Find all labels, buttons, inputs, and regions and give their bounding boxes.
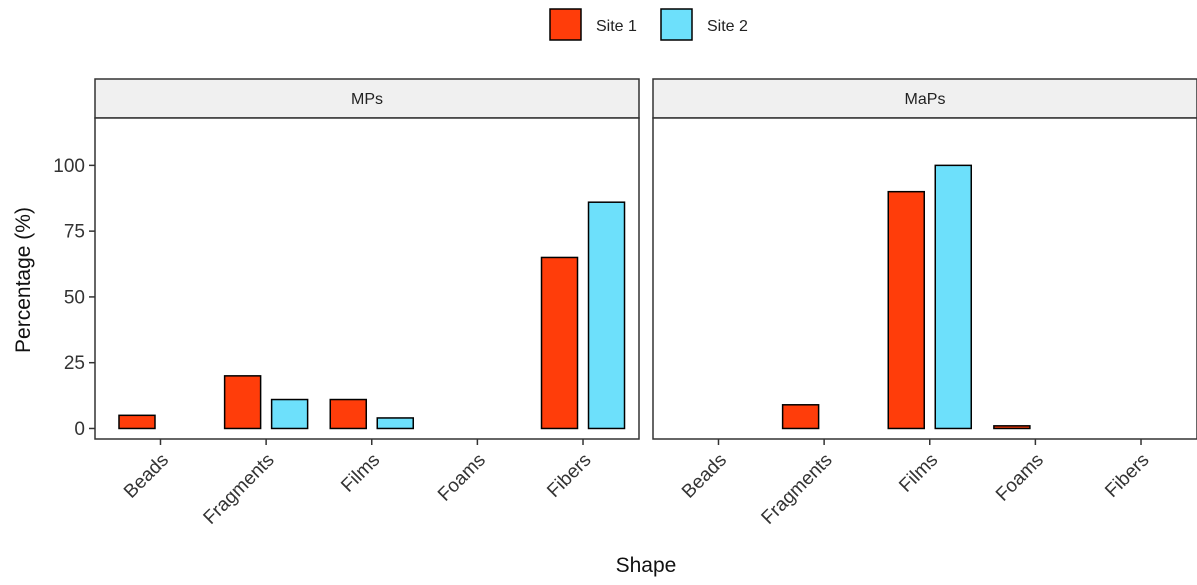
y-tick-label: 75 [64,222,85,243]
x-tick-label-beads: Beads [678,450,731,503]
x-tick-label-fibers: Fibers [1101,450,1153,502]
x-axis-title: Shape [616,554,677,577]
x-tick-label-fibers: Fibers [543,450,595,502]
facet-mps: MPs Beads Fragments Films Foams Fibers [94,78,640,529]
legend-swatch-site-2 [660,8,693,41]
y-tick-label: 100 [53,156,85,177]
bar-maps-fragments-site-1 [781,404,820,430]
x-tick-label-fragments: Fragments [200,450,279,529]
x-tick-label-beads: Beads [120,450,173,503]
bar-mps-fibers-site-2 [587,201,626,430]
facet-maps: MaPs Beads Fragments Films Foams Fibers [652,78,1197,529]
strip-maps [652,78,1197,119]
strip-label-mps: MPs [351,91,383,108]
bars-maps [781,164,1031,430]
x-ticks-mps: Beads Fragments Films Foams Fibers [120,439,596,529]
x-tick-label-films: Films [337,450,384,497]
y-tick-label: 50 [64,287,85,308]
x-tick-label-foams: Foams [992,450,1048,506]
legend-label-site-2: Site 2 [707,18,748,35]
bar-mps-fragments-site-2 [270,398,309,430]
strip-label-maps: MaPs [905,91,946,108]
strip-mps [94,78,640,119]
bar-mps-films-site-2 [376,417,415,430]
x-ticks-maps: Beads Fragments Films Foams Fibers [678,439,1154,529]
y-tick-label: 25 [64,353,85,374]
y-tick-label: 0 [74,419,85,440]
legend-label-site-1: Site 1 [596,18,637,35]
bar-maps-films-site-1 [887,190,926,430]
x-tick-label-films: Films [895,450,942,497]
bar-maps-films-site-2 [934,164,973,430]
y-axis-ticks: 0 25 50 75 100 [53,156,95,440]
bar-maps-foams-site-1 [993,425,1031,430]
y-axis-title: Percentage (%) [12,207,35,353]
x-tick-label-foams: Foams [434,450,490,506]
bar-mps-fibers-site-1 [540,256,579,430]
x-tick-label-fragments: Fragments [758,450,837,529]
bar-mps-films-site-1 [329,398,368,430]
bar-mps-beads-site-1 [118,414,156,430]
legend: Site 1 Site 2 [549,8,748,41]
bar-mps-fragments-site-1 [223,375,262,430]
legend-swatch-site-1 [549,8,582,41]
bars-mps [118,201,626,430]
